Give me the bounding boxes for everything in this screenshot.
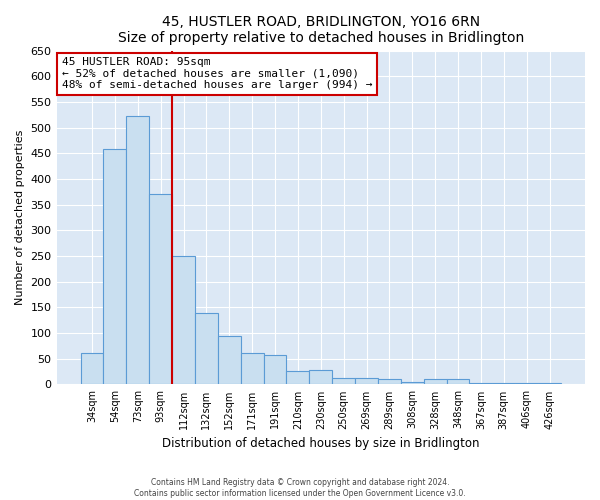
Bar [218,336,241,384]
Bar [80,352,103,384]
Bar [127,116,149,384]
Bar [378,379,401,384]
Bar [446,380,469,384]
Bar [469,383,493,384]
Bar [241,352,263,384]
Bar [355,378,378,384]
Title: 45, HUSTLER ROAD, BRIDLINGTON, YO16 6RN
Size of property relative to detached ho: 45, HUSTLER ROAD, BRIDLINGTON, YO16 6RN … [118,15,524,45]
Bar [263,354,286,384]
Bar [149,194,172,384]
Bar [286,370,310,384]
X-axis label: Distribution of detached houses by size in Bridlington: Distribution of detached houses by size … [162,437,479,450]
Text: Contains HM Land Registry data © Crown copyright and database right 2024.
Contai: Contains HM Land Registry data © Crown c… [134,478,466,498]
Bar [424,380,446,384]
Bar [332,378,355,384]
Bar [195,312,218,384]
Y-axis label: Number of detached properties: Number of detached properties [15,130,25,305]
Bar [493,383,515,384]
Bar [103,149,127,384]
Bar [172,256,195,384]
Text: 45 HUSTLER ROAD: 95sqm
← 52% of detached houses are smaller (1,090)
48% of semi-: 45 HUSTLER ROAD: 95sqm ← 52% of detached… [62,57,373,90]
Bar [310,370,332,384]
Bar [401,382,424,384]
